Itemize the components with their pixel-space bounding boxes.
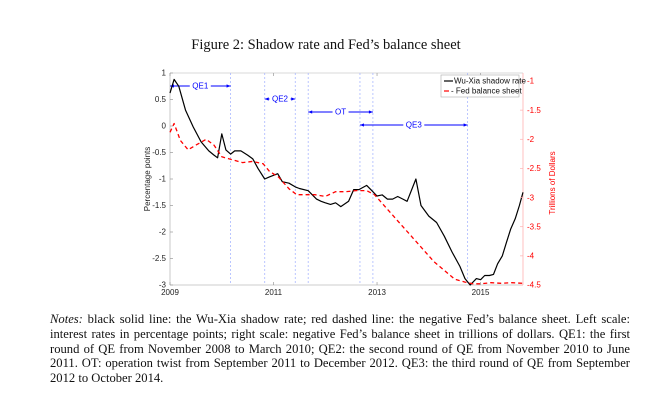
y-tick-label: -1.5 bbox=[152, 201, 166, 210]
arrowhead-left bbox=[359, 123, 364, 127]
y-right-tick-label: -3 bbox=[527, 193, 535, 202]
x-tick-label: 2011 bbox=[265, 288, 283, 297]
annotation-label: QE2 bbox=[272, 95, 289, 104]
arrowhead-left bbox=[264, 97, 269, 101]
y-axis-right: -1 -1.5 -2 -2.5 -3 -3.5 -4 -4.5 bbox=[520, 77, 541, 290]
annotation-ot: OT bbox=[308, 108, 373, 117]
notes-label: Notes: bbox=[50, 312, 83, 326]
y-tick-label: -3 bbox=[159, 281, 167, 290]
arrowhead-right bbox=[463, 123, 468, 127]
annotations: QE1 QE2 OT QE3 bbox=[170, 82, 468, 130]
arrowhead-right bbox=[368, 110, 373, 114]
annotation-label: QE3 bbox=[406, 121, 423, 130]
arrowhead-right bbox=[226, 84, 231, 88]
y-tick-label: -1 bbox=[159, 175, 167, 184]
series-lines bbox=[169, 78, 524, 286]
annotation-qe2: QE2 bbox=[264, 95, 296, 104]
x-tick-label: 2009 bbox=[161, 288, 179, 297]
y-tick-label: 0.5 bbox=[155, 95, 167, 104]
x-tick-label: 2015 bbox=[472, 288, 490, 297]
y-tick-label: 1 bbox=[162, 69, 167, 78]
annotation-label: OT bbox=[335, 108, 346, 117]
legend-box bbox=[440, 74, 520, 98]
y-tick-label: -0.5 bbox=[152, 148, 166, 157]
y-axis-label-left: Percentage points bbox=[143, 147, 152, 212]
y-axis-label-right: Trillions of Dollars bbox=[548, 151, 557, 214]
legend-label-shadow: Wu-Xia shadow rate bbox=[454, 77, 526, 86]
arrowhead-left bbox=[308, 110, 313, 114]
x-axis: 2009 2011 2013 2015 bbox=[161, 73, 490, 297]
arrowhead-right bbox=[291, 97, 296, 101]
y-right-tick-label: -2.5 bbox=[527, 164, 541, 173]
shadow-rate-line bbox=[169, 78, 524, 286]
y-right-tick-label: -4.5 bbox=[527, 281, 541, 290]
notes-text: black solid line: the Wu-Xia shadow rate… bbox=[50, 312, 630, 386]
y-tick-label: -2.5 bbox=[152, 254, 166, 263]
plot-frame bbox=[169, 72, 524, 286]
annotation-label: QE1 bbox=[192, 82, 209, 91]
annotation-qe3: QE3 bbox=[359, 121, 468, 130]
x-tick-label: 2013 bbox=[368, 288, 386, 297]
y-axis-left: 1 0.5 0 -0.5 -1 -1.5 -2 -2.5 -3 bbox=[152, 69, 173, 290]
y-right-tick-label: -2 bbox=[527, 135, 535, 144]
y-right-tick-label: -4 bbox=[527, 252, 535, 261]
figure-title: Figure 2: Shadow rate and Fed’s balance … bbox=[191, 37, 461, 53]
legend: Wu-Xia shadow rate - Fed balance sheet bbox=[440, 74, 526, 98]
y-tick-label: -2 bbox=[159, 228, 167, 237]
y-right-tick-label: -1 bbox=[527, 77, 535, 86]
figure-notes: Notes: black solid line: the Wu-Xia shad… bbox=[50, 312, 630, 386]
y-right-tick-label: -3.5 bbox=[527, 222, 541, 231]
legend-label-balance: - Fed balance sheet bbox=[451, 87, 522, 96]
y-tick-label: 0 bbox=[162, 122, 167, 131]
y-right-tick-label: -1.5 bbox=[527, 106, 541, 115]
balance-sheet-line bbox=[169, 122, 524, 285]
